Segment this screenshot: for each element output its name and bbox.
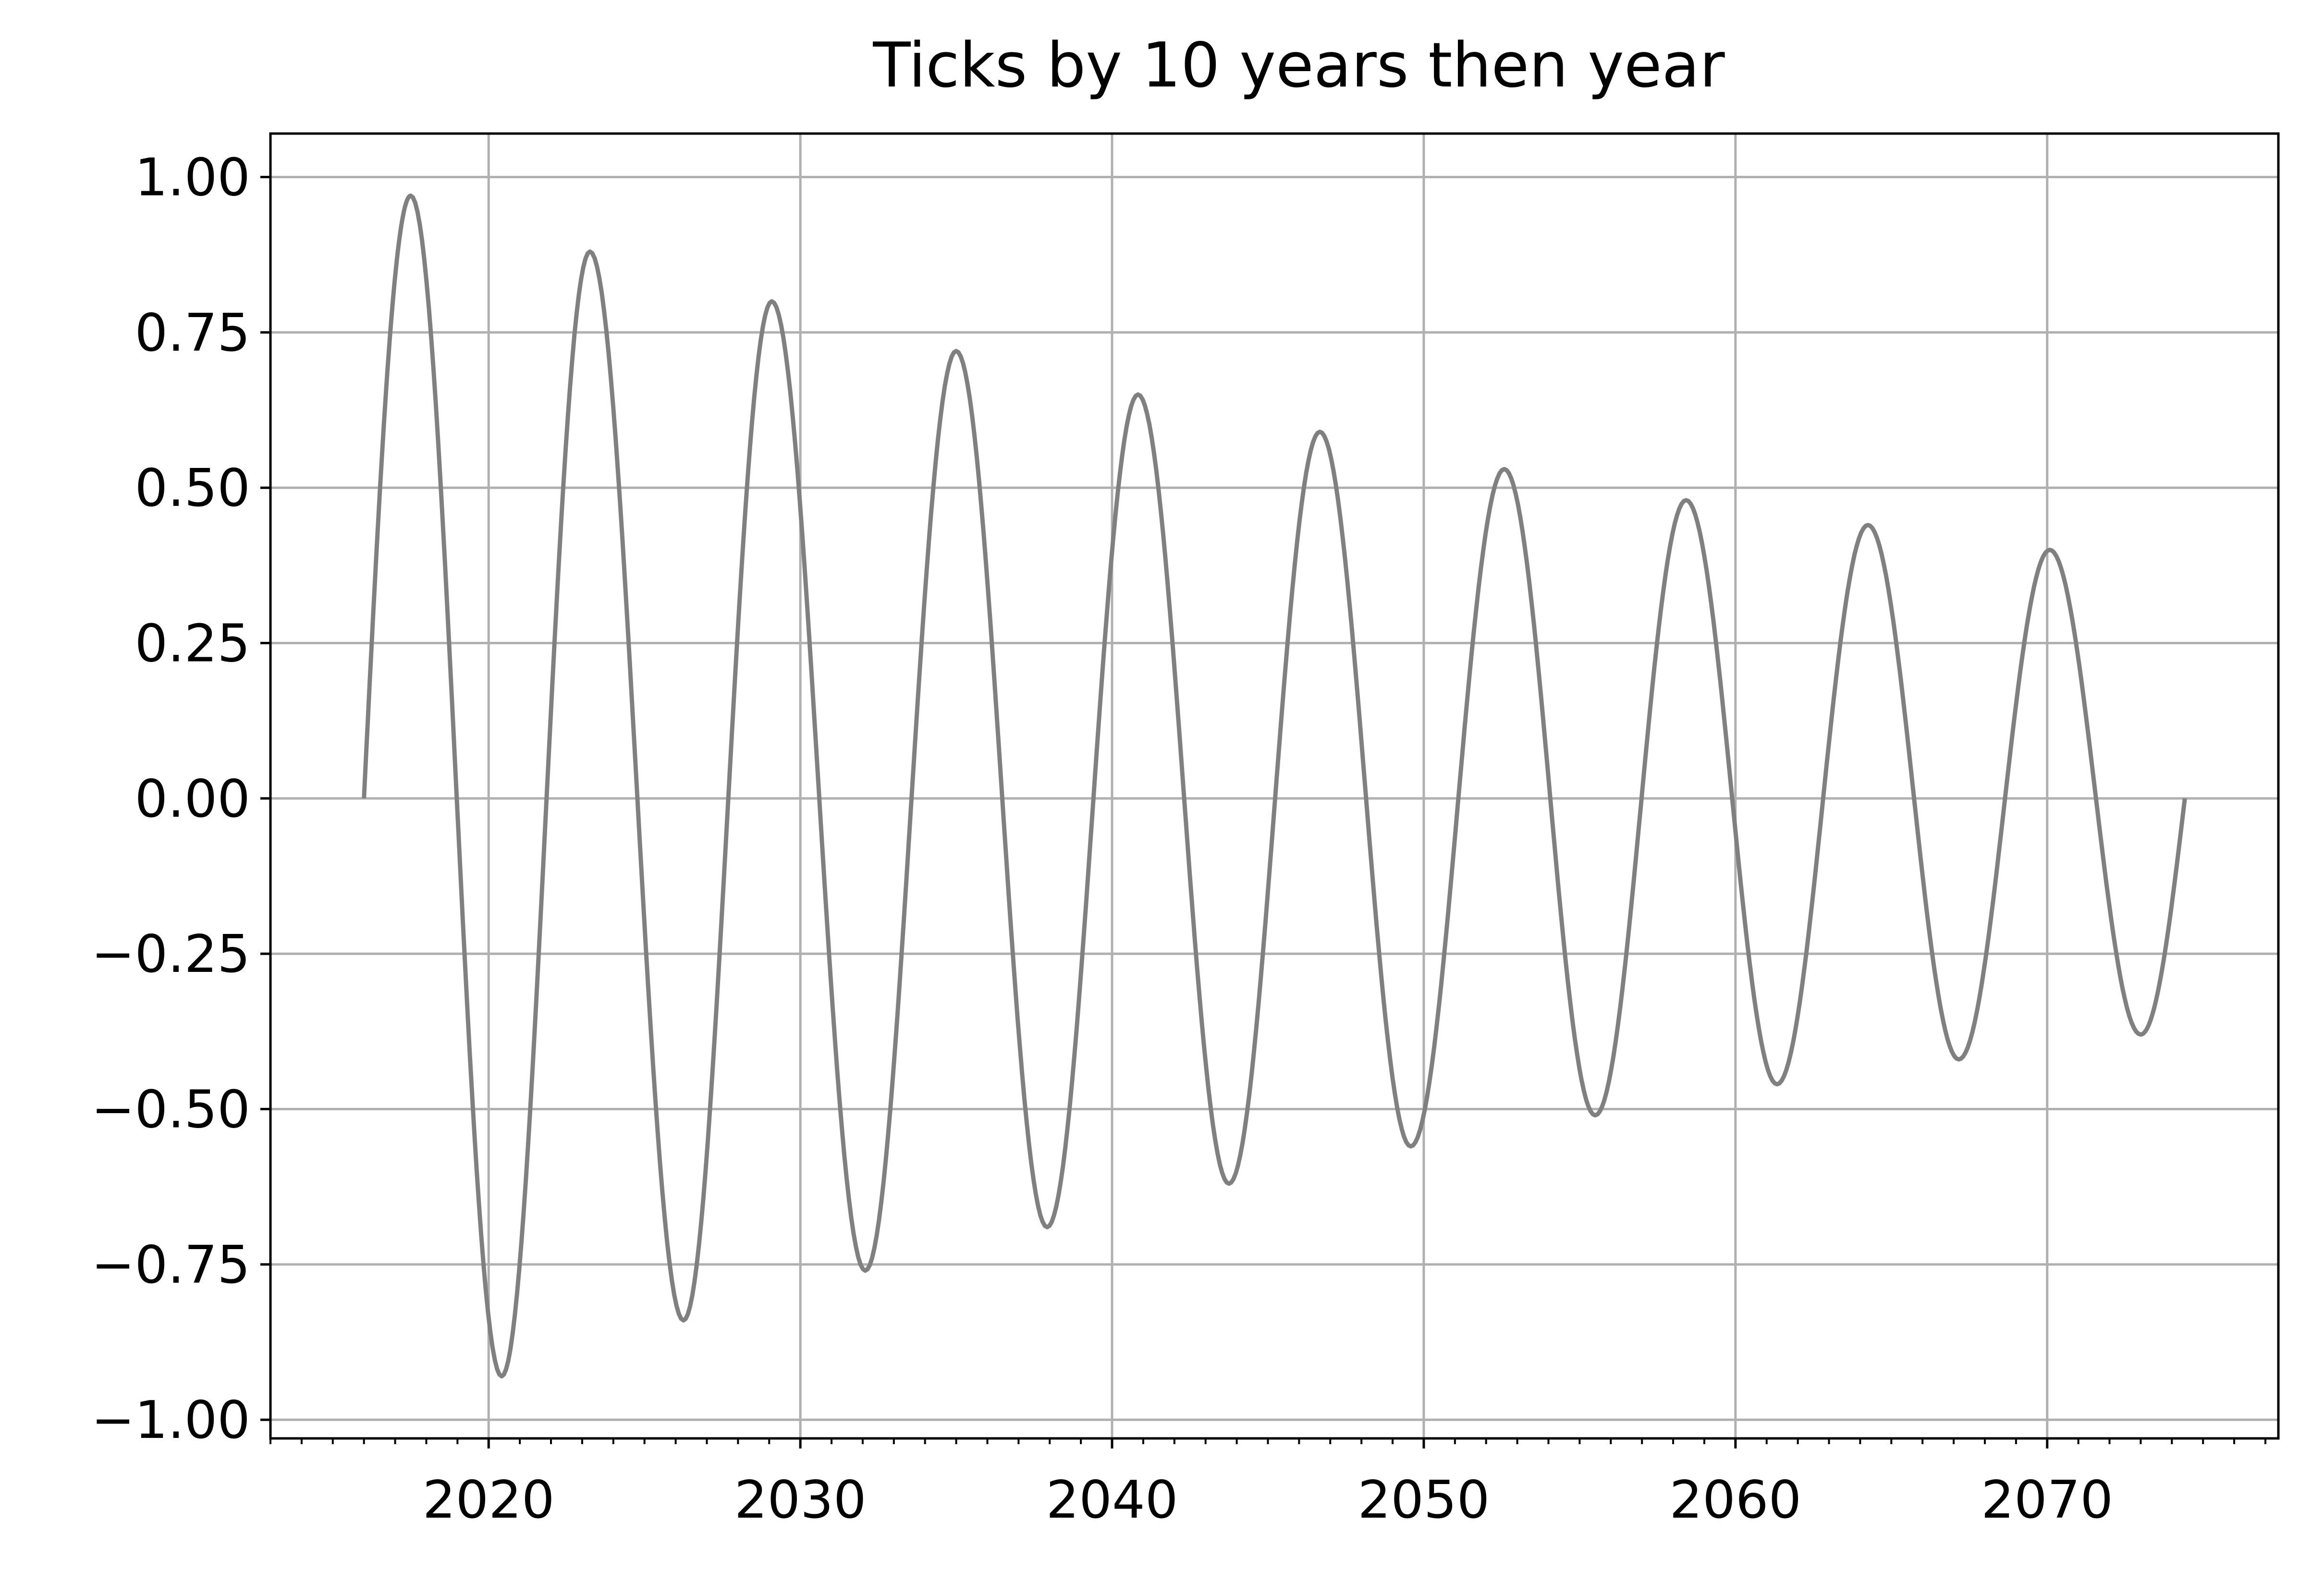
x-tick-label: 2050 (1358, 1470, 1490, 1530)
x-tick-label: 2060 (1669, 1470, 1801, 1530)
y-tick-label: 0.25 (135, 614, 250, 674)
plot-frame (269, 132, 2280, 1440)
y-tick-label: −0.50 (91, 1080, 250, 1140)
x-tick-label: 2070 (1981, 1470, 2113, 1530)
x-tick-label: 2040 (1046, 1470, 1178, 1530)
y-tick-label: 1.00 (135, 148, 250, 208)
series-line (362, 193, 2187, 1379)
y-tick-label: 0.75 (135, 303, 250, 363)
axis-ticks: 1.00 0.75 0.50 0.25 0.00 −0.25 −0.50 −0.75 −1.00… (91, 148, 2266, 1530)
y-tick-label: −1.00 (91, 1390, 250, 1450)
y-tick-label: −0.25 (91, 924, 250, 984)
y-tick-label: 0.50 (135, 458, 250, 518)
y-tick-label: 0.00 (135, 769, 250, 829)
x-tick-label: 2030 (734, 1470, 867, 1530)
y-tick-label: −0.75 (91, 1235, 250, 1295)
x-tick-label: 2020 (423, 1470, 555, 1530)
chart-title: Ticks by 10 years then year (872, 30, 1725, 101)
series-layer (362, 193, 2187, 1379)
